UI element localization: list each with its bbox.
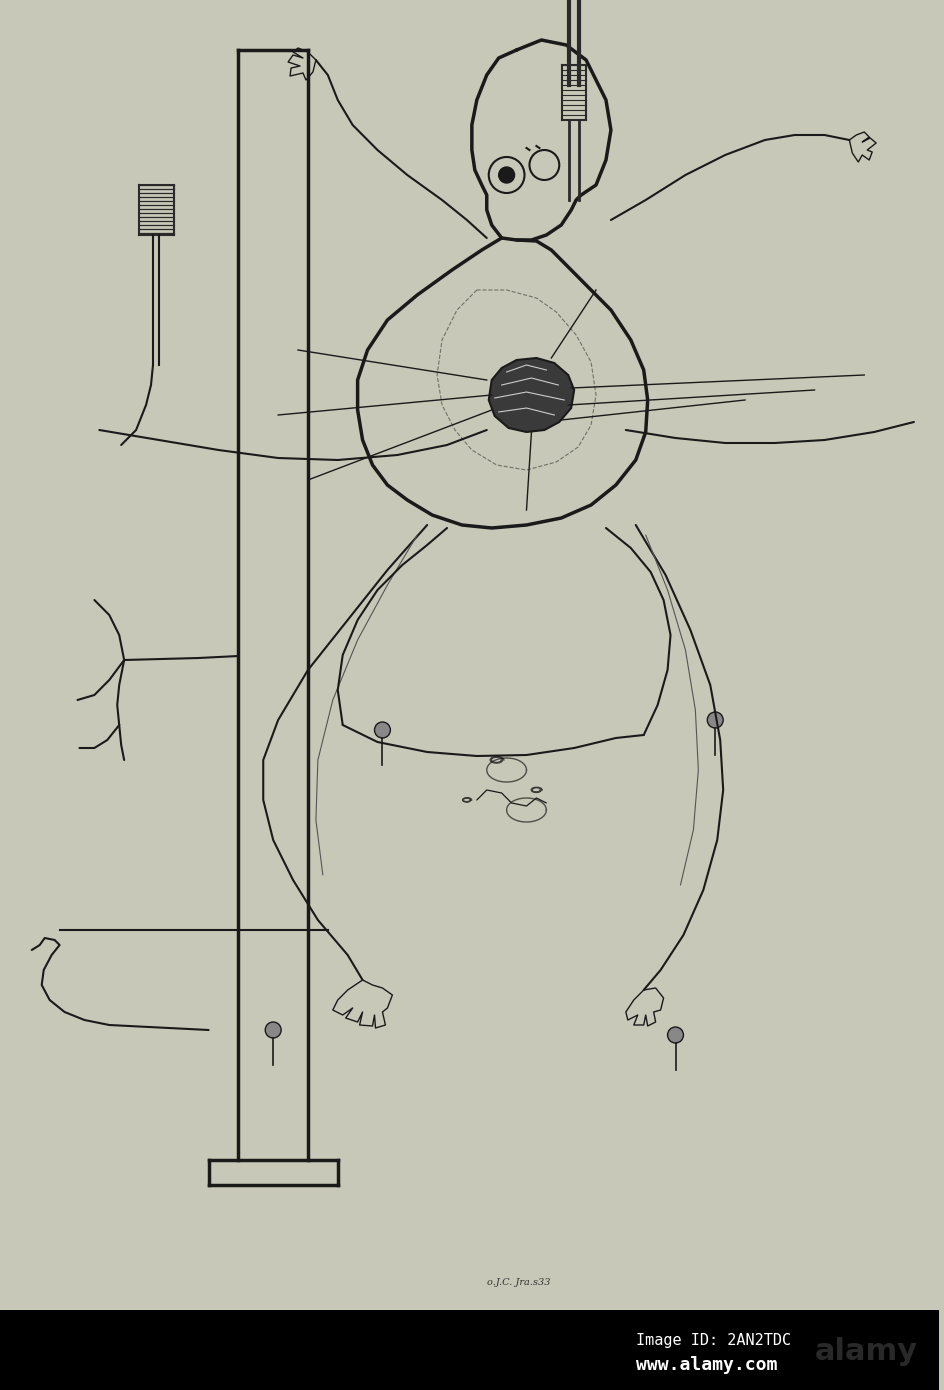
Polygon shape bbox=[488, 359, 574, 432]
Circle shape bbox=[265, 1022, 280, 1038]
Circle shape bbox=[666, 1027, 683, 1042]
Text: alamy: alamy bbox=[814, 1337, 917, 1366]
Text: o.J.C. Jra.s33: o.J.C. Jra.s33 bbox=[486, 1277, 549, 1287]
Text: Image ID: 2AN2TDC: Image ID: 2AN2TDC bbox=[635, 1333, 790, 1347]
Circle shape bbox=[498, 167, 514, 183]
Bar bbox=[0, 1309, 937, 1390]
Text: www.alamy.com: www.alamy.com bbox=[635, 1357, 776, 1373]
Circle shape bbox=[706, 712, 722, 728]
Circle shape bbox=[374, 721, 390, 738]
